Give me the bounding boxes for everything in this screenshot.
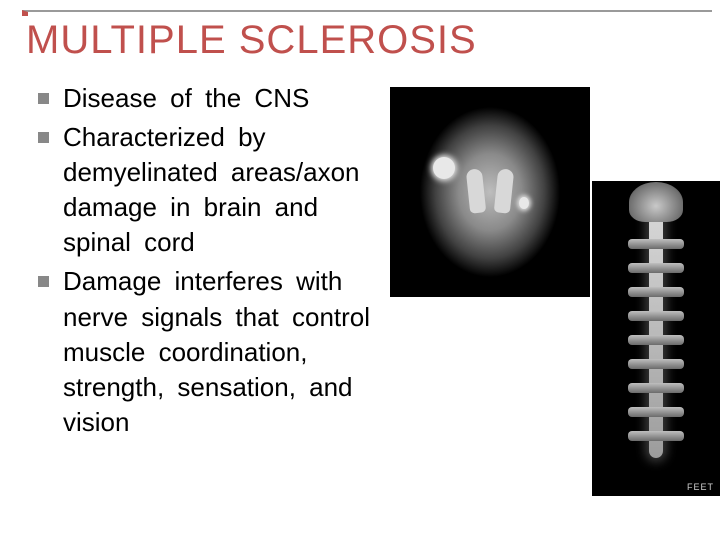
bullet-list: Disease of the CNS Characterized by demy…: [38, 81, 388, 444]
slide-title: MULTIPLE SCLEROSIS: [22, 18, 720, 63]
ventricles: [462, 165, 518, 221]
spine-mri-image: FEET: [592, 181, 720, 496]
vertebra: [628, 263, 684, 273]
list-item: Characterized by demyelinated areas/axon…: [38, 120, 388, 260]
vertebra: [628, 335, 684, 345]
vertebra: [628, 431, 684, 441]
bullet-marker-icon: [38, 276, 49, 287]
vertebra: [628, 407, 684, 417]
bullet-marker-icon: [38, 132, 49, 143]
brain-mri-image: [390, 87, 590, 297]
vertebra: [628, 287, 684, 297]
vertebra: [628, 239, 684, 249]
brain-outline: [415, 107, 565, 277]
bullet-text: Disease of the CNS: [63, 81, 388, 116]
bullet-text: Damage interferes with nerve signals tha…: [63, 264, 388, 439]
bullet-marker-icon: [38, 93, 49, 104]
vertebra: [628, 311, 684, 321]
image-panel: FEET: [390, 85, 720, 496]
list-item: Damage interferes with nerve signals tha…: [38, 264, 388, 439]
vertebra: [628, 383, 684, 393]
list-item: Disease of the CNS: [38, 81, 388, 116]
bullet-text: Characterized by demyelinated areas/axon…: [63, 120, 388, 260]
image-watermark: FEET: [687, 482, 714, 492]
title-rule: [22, 10, 712, 16]
vertebra: [628, 359, 684, 369]
title-block: MULTIPLE SCLEROSIS: [0, 0, 720, 63]
